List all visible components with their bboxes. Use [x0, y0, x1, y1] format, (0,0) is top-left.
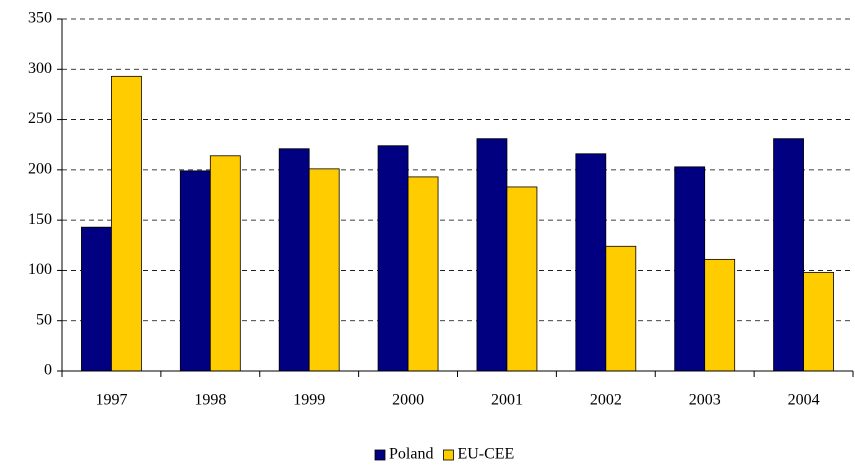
bar [575, 153, 607, 372]
y-tick-label: 350 [28, 10, 52, 27]
bar [605, 245, 637, 372]
y-tick-label: 250 [28, 110, 52, 127]
y-tick-label: 300 [28, 60, 52, 77]
bar [407, 176, 439, 372]
bar [209, 155, 241, 372]
y-tick-label: 200 [28, 161, 52, 178]
bar [278, 148, 310, 372]
x-tick-label: 2003 [689, 392, 721, 409]
bar [111, 75, 142, 372]
x-tick-label: 2001 [491, 392, 523, 409]
x-tick-label: 1998 [194, 392, 226, 409]
bar [674, 166, 706, 372]
legend-label: EU-CEE [457, 446, 514, 463]
legend-swatch [443, 449, 454, 461]
bar [803, 272, 834, 372]
bar [506, 186, 538, 372]
bar [179, 170, 211, 372]
bar [704, 258, 736, 372]
x-tick-label: 2002 [590, 392, 622, 409]
x-tick-label: 1999 [293, 392, 325, 409]
bar [308, 168, 340, 372]
legend-label: Poland [389, 446, 433, 463]
x-tick-label: 2000 [392, 392, 424, 409]
y-tick-label: 0 [44, 362, 52, 379]
bar [476, 138, 508, 372]
x-tick-label: 2004 [788, 392, 820, 409]
x-tick-label: 1997 [95, 392, 127, 409]
bar [773, 138, 804, 372]
y-tick-label: 150 [28, 211, 52, 228]
y-tick-label: 100 [28, 261, 52, 278]
bar [81, 226, 112, 372]
y-tick-label: 50 [36, 311, 52, 328]
bar [377, 145, 409, 372]
legend-swatch [374, 449, 386, 461]
